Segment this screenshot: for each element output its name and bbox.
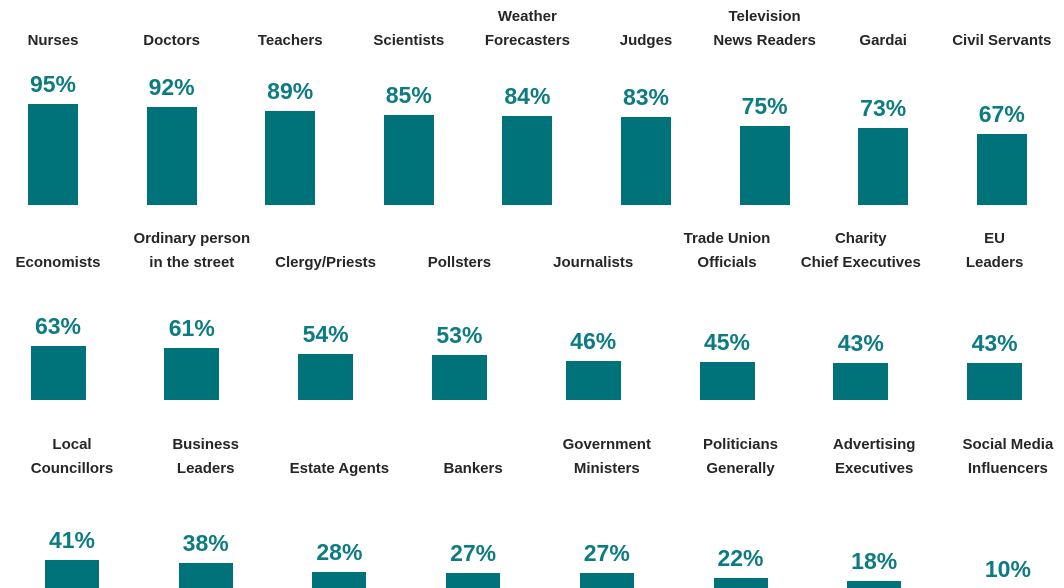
category-label: Estate Agents <box>289 460 390 477</box>
bar <box>713 577 768 588</box>
value-label: 54% <box>302 321 349 348</box>
value-label: 61% <box>168 315 215 342</box>
value-label: 10% <box>984 555 1031 582</box>
value-label: 63% <box>34 313 82 340</box>
category-label: Trade Union Officials <box>683 230 771 271</box>
category-label: EU Leaders <box>965 230 1024 271</box>
value-label: 43% <box>837 330 884 357</box>
bar <box>699 361 755 400</box>
category-label: Charity Chief Executives <box>800 230 921 271</box>
value-label: 67% <box>978 100 1025 127</box>
category-label: Ordinary person in the street <box>133 230 251 271</box>
category-label: Journalists <box>553 254 634 271</box>
bar <box>45 559 99 588</box>
value-label: 75% <box>741 92 788 119</box>
bar <box>967 363 1023 400</box>
bar <box>298 354 354 400</box>
bar <box>833 363 889 400</box>
category-label: Television News Readers <box>713 8 816 49</box>
category-label: Weather Forecasters <box>484 8 570 49</box>
value-label: 53% <box>436 321 483 348</box>
value-label: 46% <box>570 327 617 354</box>
value-label: 45% <box>703 328 751 355</box>
bar <box>858 127 909 205</box>
category-label: Teachers <box>257 32 323 49</box>
value-label: 89% <box>267 77 314 104</box>
value-label: 27% <box>583 539 630 566</box>
category-label: Local Councillors <box>30 436 114 477</box>
value-label: 27% <box>450 539 497 566</box>
bar <box>502 115 553 205</box>
bar <box>976 133 1027 205</box>
category-label: Social Media Influencers <box>962 436 1054 477</box>
category-label: Judges <box>619 32 673 49</box>
value-label: 83% <box>622 84 670 111</box>
bar <box>312 571 367 588</box>
category-label: Scientists <box>373 32 445 49</box>
value-label: 43% <box>971 330 1018 357</box>
value-label: 95% <box>29 71 77 98</box>
category-label: Government Ministers <box>562 436 651 477</box>
value-label: 73% <box>860 94 907 121</box>
category-label: Bankers <box>443 460 503 477</box>
category-label: Pollsters <box>427 254 492 271</box>
bar <box>146 107 197 205</box>
category-label: Politicians Generally <box>702 436 779 477</box>
bar <box>431 354 487 400</box>
value-label: 22% <box>717 544 764 571</box>
category-label: Clergy/Priests <box>275 254 377 271</box>
bar <box>265 110 316 205</box>
value-label: 92% <box>148 74 195 101</box>
bar <box>739 125 790 205</box>
category-label: Civil Servants <box>952 32 1052 49</box>
category-label: Nurses <box>27 32 79 49</box>
bar <box>847 581 902 588</box>
category-label: Advertising Executives <box>832 436 916 477</box>
value-label: 28% <box>316 538 363 565</box>
bar <box>579 572 634 588</box>
value-label: 18% <box>851 548 898 575</box>
value-label: 85% <box>385 81 432 108</box>
value-label: 84% <box>504 82 551 109</box>
bar <box>446 572 501 588</box>
bar <box>621 117 671 205</box>
bar <box>565 360 621 400</box>
category-label: Doctors <box>143 32 200 49</box>
value-label: 38% <box>182 529 229 556</box>
category-label: Gardai <box>859 32 907 49</box>
bar <box>178 562 233 588</box>
value-label: 41% <box>48 526 96 553</box>
bar <box>28 104 78 205</box>
bar <box>164 348 220 400</box>
category-label: Business Leaders <box>172 436 240 477</box>
bar <box>30 346 86 400</box>
bar <box>383 114 434 205</box>
category-label: Economists <box>15 254 101 271</box>
